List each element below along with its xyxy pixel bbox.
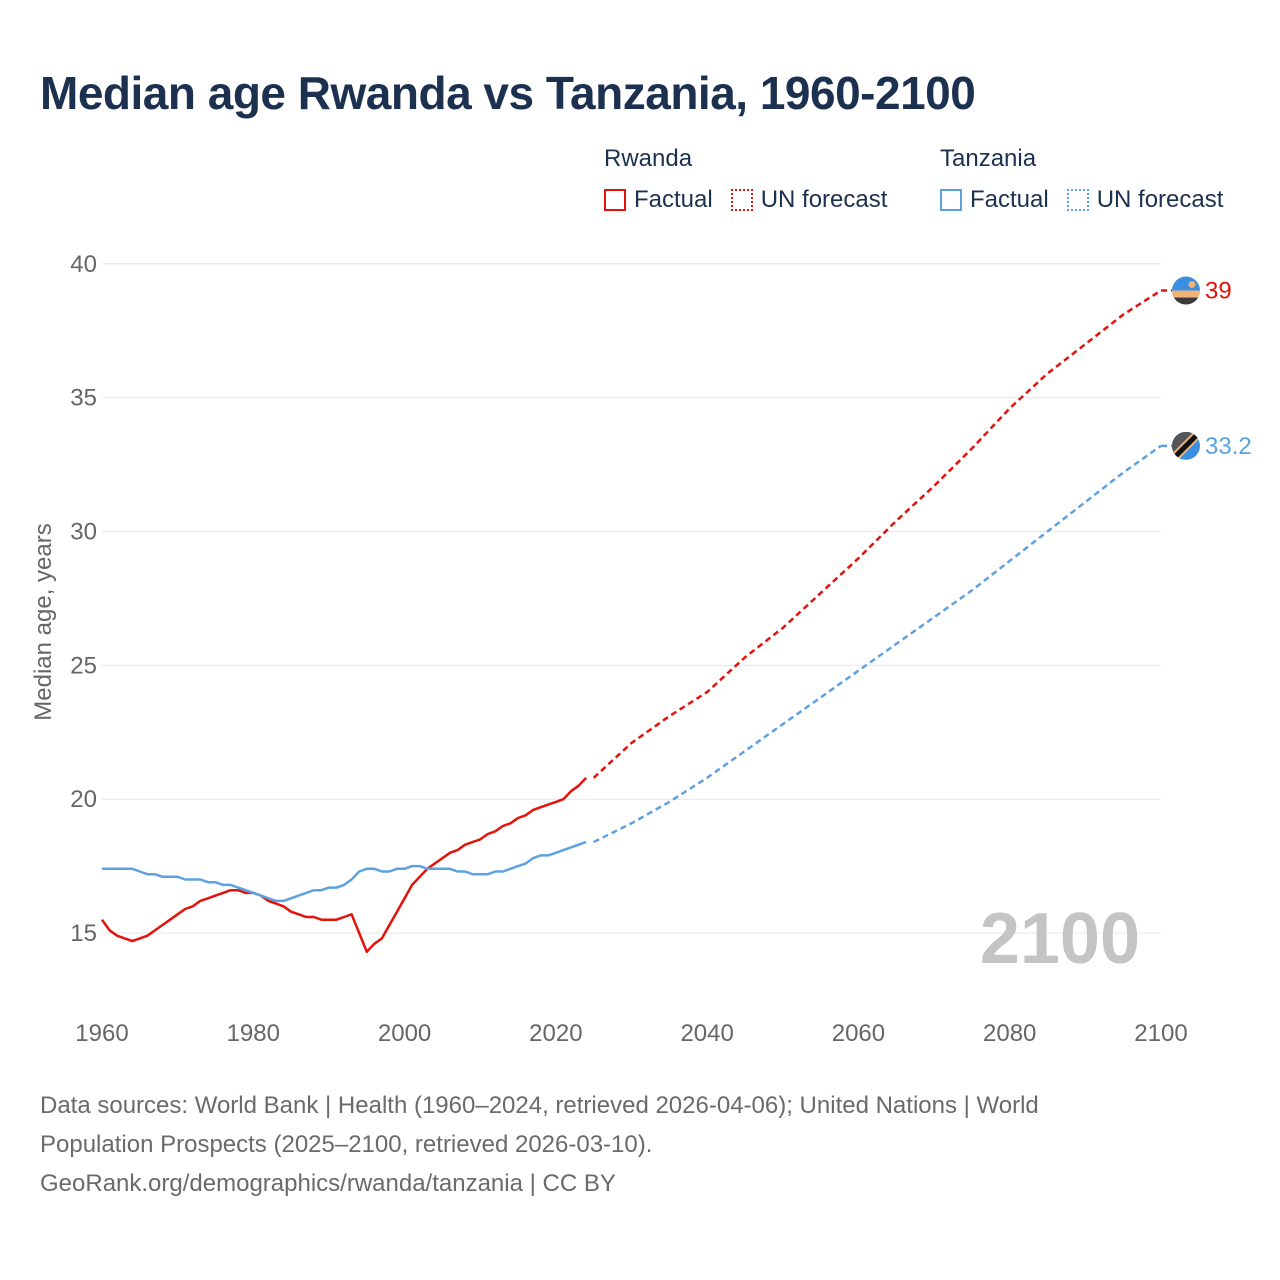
x-tick-label: 2020 — [529, 1020, 582, 1047]
end-value-rwanda: 39 — [1205, 278, 1232, 305]
footer-url[interactable]: GeoRank.org/demographics/rwanda/tanzania… — [40, 1170, 616, 1197]
x-tick-label: 2000 — [378, 1020, 431, 1047]
legend-title-rwanda: Rwanda — [604, 145, 693, 172]
y-tick-label: 30 — [70, 518, 97, 545]
legend-item-tanzania-factual[interactable]: Factual — [940, 186, 1049, 214]
footer-sources-line-1: Data sources: World Bank | Health (1960–… — [40, 1092, 1039, 1119]
legend-group-rwanda: Rwanda Factual UN forecast — [604, 144, 905, 214]
legend-label-rwanda-factual: Factual — [634, 186, 713, 213]
series-endpoints: 39 33.2 — [1172, 276, 1252, 460]
legend-item-rwanda-factual[interactable]: Factual — [604, 186, 713, 214]
series-lines — [100, 289, 1172, 954]
legend-item-rwanda-forecast[interactable]: UN forecast — [730, 186, 888, 214]
chart-title: Median age Rwanda vs Tanzania, 1960-2100 — [40, 67, 976, 119]
line-chart: 15 20 25 30 35 40 1960 1980 2000 2020 2040 2060 208… — [30, 251, 1252, 1047]
legend-label-tanzania-factual: Factual — [970, 186, 1049, 213]
y-tick-label: 40 — [70, 251, 97, 278]
legend-label-tanzania-forecast: UN forecast — [1096, 186, 1224, 213]
y-tick-label: 25 — [70, 652, 97, 679]
line-tanzania-forecast[interactable] — [593, 444, 1162, 844]
flag-tanzania-icon — [1172, 431, 1200, 460]
year-watermark: 2100 — [980, 899, 1140, 979]
end-value-tanzania: 33.2 — [1205, 433, 1252, 460]
x-tick-label: 2060 — [832, 1020, 885, 1047]
legend-label-rwanda-forecast: UN forecast — [760, 186, 888, 213]
legend-item-tanzania-forecast[interactable]: UN forecast — [1066, 186, 1224, 214]
legend-swatch-dotted — [1066, 189, 1089, 211]
x-tick-label: 1960 — [75, 1020, 128, 1047]
line-tanzania-factual[interactable] — [102, 840, 587, 903]
footer: Data sources: World Bank | Health (1960–… — [40, 1086, 1240, 1203]
legend-swatch-dotted — [730, 189, 753, 211]
y-tick-label: 20 — [70, 786, 97, 813]
x-axis-ticks: 1960 1980 2000 2020 2040 2060 2080 2100 — [75, 1020, 1187, 1047]
y-tick-label: 35 — [70, 385, 97, 412]
legend-title-tanzania: Tanzania — [940, 145, 1037, 172]
y-axis-label: Median age, years — [30, 523, 57, 720]
legend-group-tanzania: Tanzania Factual UN forecast — [940, 144, 1223, 214]
x-tick-label: 2040 — [680, 1020, 733, 1047]
legend-swatch-solid — [940, 189, 962, 211]
x-tick-label: 2080 — [983, 1020, 1036, 1047]
flag-rwanda-icon — [1172, 276, 1200, 305]
footer-sources-line-2: Population Prospects (2025–2100, retriev… — [40, 1131, 653, 1158]
x-tick-label: 2100 — [1134, 1020, 1187, 1047]
line-rwanda-forecast[interactable] — [592, 289, 1162, 779]
line-rwanda-factual[interactable] — [100, 776, 588, 954]
y-tick-label: 15 — [70, 920, 97, 947]
y-axis-ticks: 15 20 25 30 35 40 — [70, 251, 97, 947]
legend-swatch-solid — [604, 189, 626, 211]
gridlines — [102, 263, 1161, 934]
x-tick-label: 1980 — [227, 1020, 280, 1047]
